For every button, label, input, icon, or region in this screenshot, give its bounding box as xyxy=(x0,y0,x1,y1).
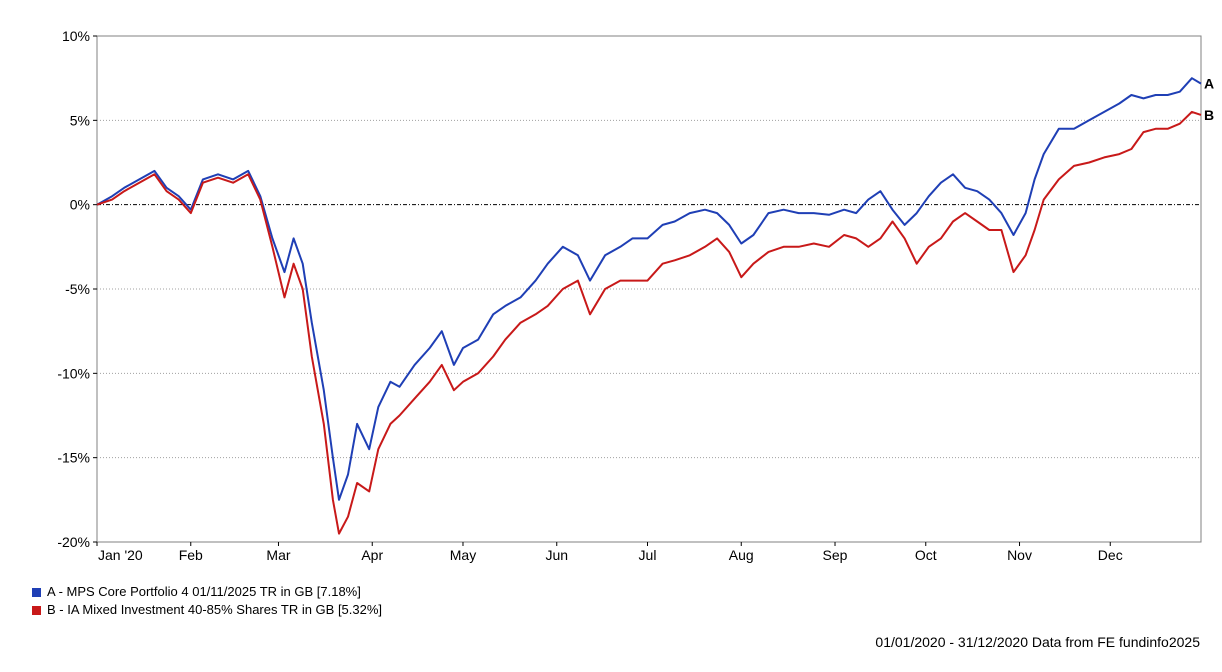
series-end-label-b: B xyxy=(1204,107,1214,123)
x-tick-label: May xyxy=(450,547,476,563)
y-tick-label: -15% xyxy=(57,450,90,466)
x-tick-label: Feb xyxy=(179,547,203,563)
y-tick-label: -20% xyxy=(57,534,90,550)
x-tick-label: Apr xyxy=(361,547,383,563)
y-tick-label: -5% xyxy=(65,281,90,297)
x-tick-label: Oct xyxy=(915,547,937,563)
line-chart: 10% 5% 0% -5% -10% -15% -20% Jan '20 Feb Mar Apr M… xyxy=(57,28,1214,563)
y-axis: 10% 5% 0% -5% -10% -15% -20% xyxy=(57,28,97,550)
series-end-labels: AB xyxy=(1204,76,1214,123)
legend-item-a: A - MPS Core Portfolio 4 01/11/2025 TR i… xyxy=(32,583,382,601)
x-axis: Jan '20 Feb Mar Apr May Jun Jul Aug Sep Oct Nov Dec xyxy=(96,542,1123,563)
x-tick-label: Dec xyxy=(1098,547,1123,563)
legend-swatch-b xyxy=(32,605,41,615)
gridlines xyxy=(97,119,1201,459)
x-tick-label: Jan '20 xyxy=(98,547,143,563)
data-source-footer: 01/01/2020 - 31/12/2020 Data from FE fun… xyxy=(875,634,1200,650)
legend-label-a: A - MPS Core Portfolio 4 01/11/2025 TR i… xyxy=(47,584,361,599)
legend-label-b: B - IA Mixed Investment 40-85% Shares TR… xyxy=(47,602,383,617)
legend: A - MPS Core Portfolio 4 01/11/2025 TR i… xyxy=(32,583,382,619)
x-tick-label: Jul xyxy=(639,547,657,563)
x-tick-label: Nov xyxy=(1007,547,1032,563)
x-tick-label: Sep xyxy=(823,547,848,563)
legend-item-b: B - IA Mixed Investment 40-85% Shares TR… xyxy=(32,601,382,619)
x-tick-label: Mar xyxy=(266,547,290,563)
series-line-a xyxy=(96,77,1202,501)
series-line-b xyxy=(96,110,1202,535)
y-tick-label: 0% xyxy=(70,197,90,213)
y-tick-label: -10% xyxy=(57,365,90,381)
y-tick-label: 5% xyxy=(70,112,90,128)
legend-swatch-a xyxy=(32,587,41,597)
series-lines xyxy=(96,77,1202,535)
x-tick-label: Aug xyxy=(729,547,754,563)
x-tick-label: Jun xyxy=(545,547,568,563)
y-tick-label: 10% xyxy=(62,28,90,44)
series-end-label-a: A xyxy=(1204,76,1214,92)
